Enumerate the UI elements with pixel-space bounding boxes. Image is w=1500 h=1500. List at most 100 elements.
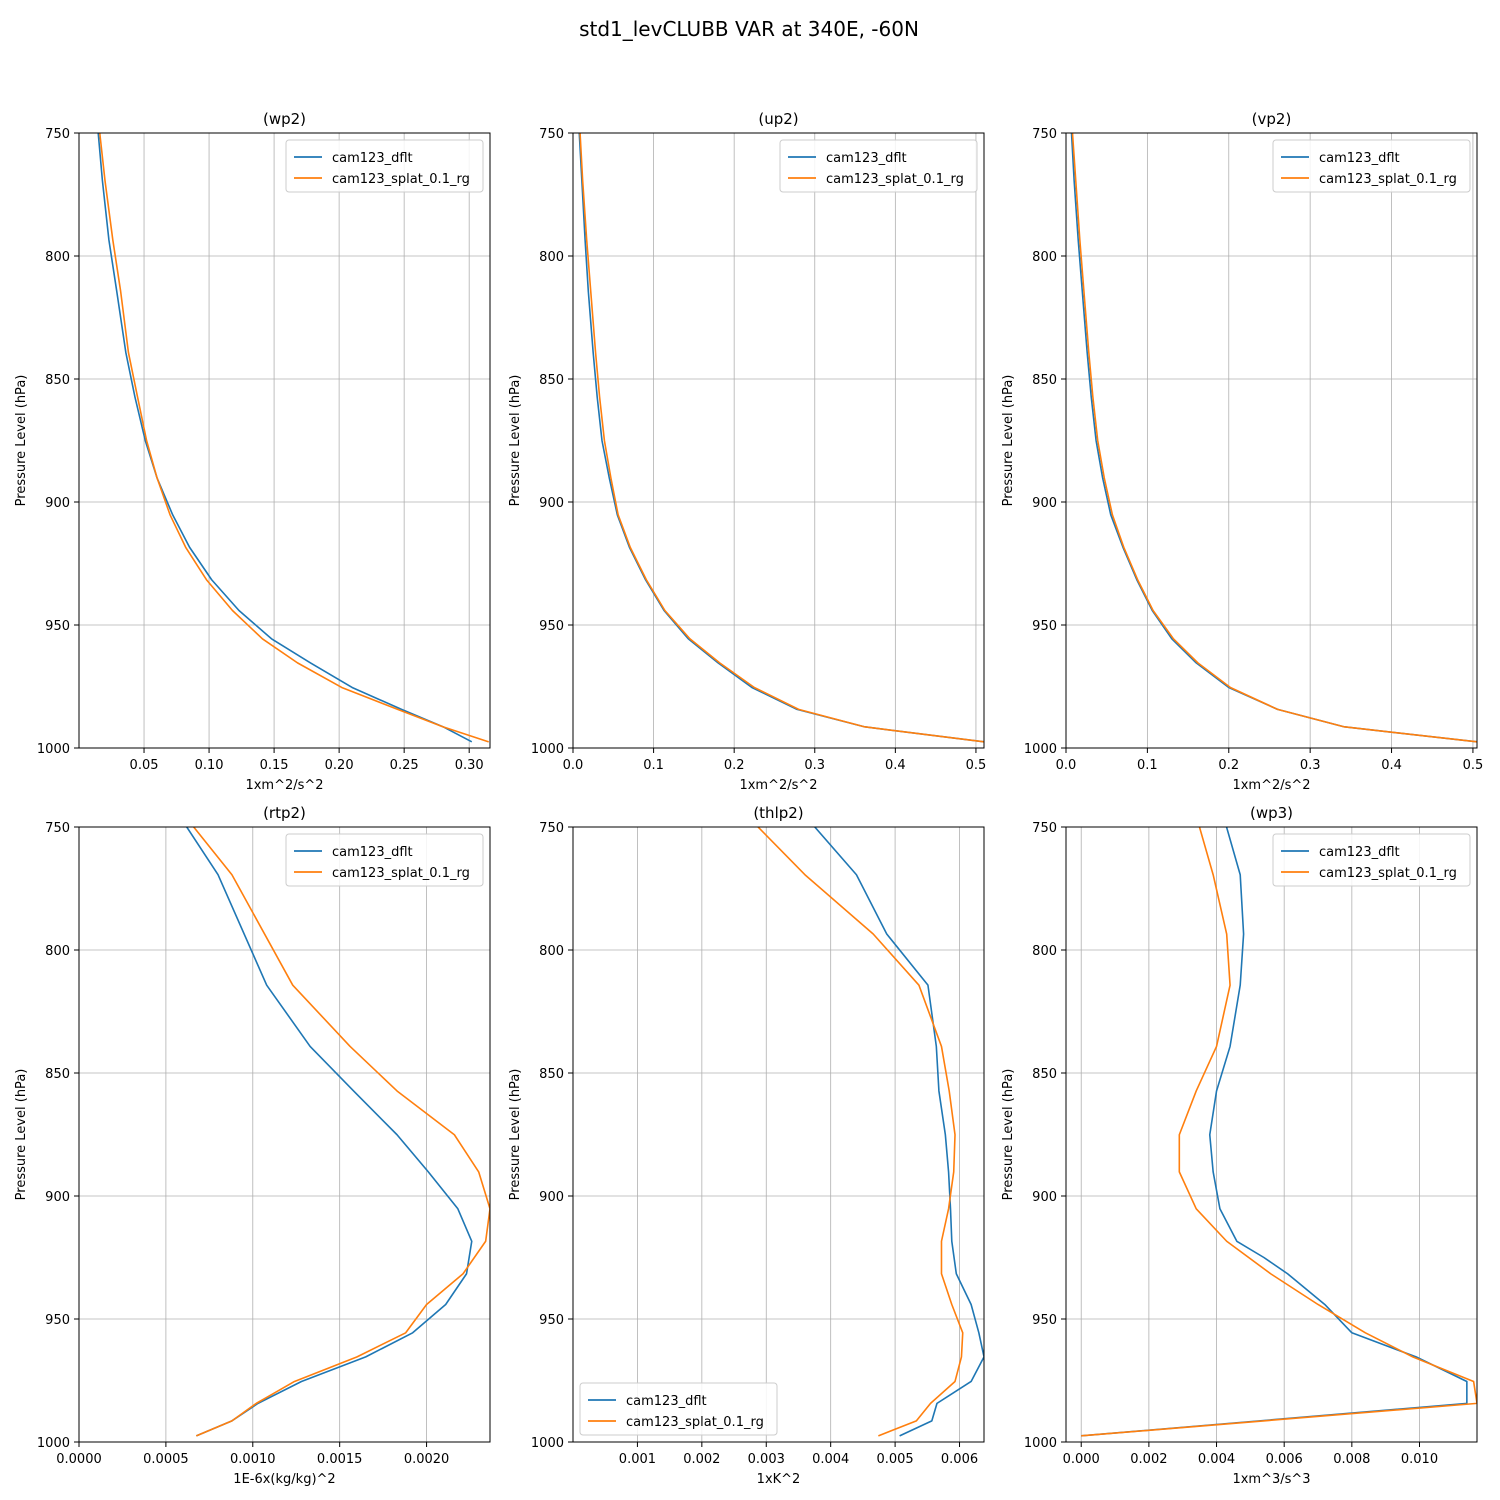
- y-tick-label: 1000: [1024, 1436, 1057, 1451]
- y-tick-label: 750: [539, 821, 564, 836]
- x-tick-label: 0.2: [1218, 758, 1239, 773]
- x-tick-label: 0.002: [683, 1452, 720, 1467]
- x-axis-label: 1xm^2/s^2: [1232, 778, 1310, 793]
- x-tick-label: 0.000: [1063, 1452, 1100, 1467]
- y-tick-label: 1000: [37, 742, 70, 757]
- x-tick-label: 0.05: [130, 758, 159, 773]
- series-line-cam123_splat_0.1_rg: [193, 827, 490, 1437]
- legend-label: cam123_splat_0.1_rg: [626, 1415, 764, 1430]
- x-tick-label: 0.5: [1463, 758, 1484, 773]
- legend-label: cam123_dflt: [332, 845, 413, 860]
- y-axis-label: Pressure Level (hPa): [508, 375, 523, 507]
- y-tick-label: 950: [1032, 1313, 1057, 1328]
- y-tick-label: 800: [539, 250, 564, 265]
- x-tick-label: 0.0000: [56, 1452, 102, 1467]
- legend: cam123_dflt cam123_splat_0.1_rg: [779, 139, 978, 193]
- x-axis-label: 1E-6x(kg/kg)^2: [233, 1472, 335, 1487]
- x-tick-label: 0.003: [748, 1452, 785, 1467]
- legend-label: cam123_dflt: [1319, 845, 1400, 860]
- x-tick-label: 0.004: [812, 1452, 849, 1467]
- y-axis-label: Pressure Level (hPa): [508, 1069, 523, 1201]
- y-tick-label: 850: [1032, 1067, 1057, 1082]
- subplot-rtp2: 0.0000 0.0005 0.0010 0.0015 0.0020 750 800 850 9…: [14, 804, 491, 1487]
- y-tick-label: 800: [45, 250, 70, 265]
- x-tick-label: 0.002: [1130, 1452, 1167, 1467]
- legend-label: cam123_splat_0.1_rg: [1319, 172, 1457, 187]
- y-tick-label: 950: [45, 1313, 70, 1328]
- y-tick-label: 750: [45, 821, 70, 836]
- x-axis-label: 1xm^2/s^2: [245, 778, 323, 793]
- subplot-wp2: 0.05 0.10 0.15 0.20 0.25 0.30 750 800 850 900 950 1…: [14, 110, 491, 793]
- legend: cam123_dflt cam123_splat_0.1_rg: [285, 139, 484, 193]
- y-axis-label: Pressure Level (hPa): [1001, 375, 1016, 507]
- legend-label: cam123_splat_0.1_rg: [332, 172, 470, 187]
- subplot-title: (wp2): [263, 110, 306, 128]
- x-tick-label: 0.4: [885, 758, 906, 773]
- y-tick-label: 750: [1032, 127, 1057, 142]
- y-tick-label: 900: [539, 1190, 564, 1205]
- series-line-cam123_splat_0.1_rg: [1071, 133, 1477, 743]
- x-tick-label: 0.0: [563, 758, 584, 773]
- y-tick-label: 900: [45, 496, 70, 511]
- x-tick-label: 0.15: [260, 758, 289, 773]
- x-tick-label: 0.006: [941, 1452, 978, 1467]
- y-axis-label: Pressure Level (hPa): [1001, 1069, 1016, 1201]
- legend-box: [285, 139, 484, 193]
- series-line-cam123_dflt: [97, 133, 473, 743]
- series-line-cam123_splat_0.1_rg: [98, 133, 489, 743]
- y-tick-label: 750: [1032, 821, 1057, 836]
- y-tick-label: 750: [539, 127, 564, 142]
- x-tick-label: 0.3: [804, 758, 825, 773]
- y-tick-label: 800: [1032, 250, 1057, 265]
- y-tick-label: 1000: [1024, 742, 1057, 757]
- y-tick-label: 900: [1032, 1190, 1057, 1205]
- x-tick-label: 0.3: [1300, 758, 1321, 773]
- y-tick-label: 850: [1032, 373, 1057, 388]
- figure-title: std1_levCLUBB VAR at 340E, -60N: [579, 17, 919, 41]
- legend: cam123_dflt cam123_splat_0.1_rg: [1272, 833, 1471, 887]
- x-tick-label: 0.25: [390, 758, 419, 773]
- y-tick-label: 800: [539, 944, 564, 959]
- subplot-up2: 0.0 0.1 0.2 0.3 0.4 0.5 750 800 850 900 950 1000 (up…: [508, 110, 986, 793]
- x-tick-label: 0.10: [195, 758, 224, 773]
- x-tick-label: 0.0005: [143, 1452, 189, 1467]
- x-tick-label: 0.0015: [317, 1452, 363, 1467]
- series-line-cam123_splat_0.1_rg: [579, 133, 984, 743]
- axes-frame: [572, 826, 985, 1443]
- subplot-title: (thlp2): [753, 804, 803, 822]
- legend: cam123_dflt cam123_splat_0.1_rg: [1272, 139, 1471, 193]
- legend-label: cam123_splat_0.1_rg: [332, 866, 470, 881]
- x-tick-label: 0.010: [1401, 1452, 1438, 1467]
- x-tick-label: 0.1: [643, 758, 664, 773]
- y-tick-label: 850: [45, 1067, 70, 1082]
- subplot-title: (vp2): [1252, 110, 1292, 128]
- x-tick-label: 0.30: [455, 758, 484, 773]
- y-tick-label: 1000: [37, 1436, 70, 1451]
- legend-box: [1272, 139, 1471, 193]
- legend-label: cam123_splat_0.1_rg: [826, 172, 964, 187]
- series-line-cam123_splat_0.1_rg: [1081, 827, 1477, 1437]
- axes-frame: [78, 826, 491, 1443]
- x-tick-label: 0.4: [1381, 758, 1402, 773]
- y-tick-label: 900: [45, 1190, 70, 1205]
- y-tick-label: 850: [539, 1067, 564, 1082]
- y-tick-label: 1000: [531, 1436, 564, 1451]
- series-line-cam123_dflt: [186, 827, 473, 1437]
- x-axis-label: 1xK^2: [757, 1472, 801, 1487]
- x-tick-label: 0.0010: [230, 1452, 276, 1467]
- legend-box: [1272, 833, 1471, 887]
- y-axis-label: Pressure Level (hPa): [14, 375, 29, 507]
- legend-box: [579, 1382, 778, 1436]
- x-tick-label: 0.1: [1137, 758, 1158, 773]
- x-tick-label: 0.001: [619, 1452, 656, 1467]
- x-tick-label: 0.005: [876, 1452, 913, 1467]
- x-tick-label: 0.008: [1333, 1452, 1370, 1467]
- series-line-cam123_splat_0.1_rg: [756, 827, 964, 1437]
- subplot-title: (rtp2): [263, 804, 306, 822]
- subplot-thlp2: 0.001 0.002 0.003 0.004 0.005 0.006 750 800 850 9…: [508, 804, 985, 1487]
- x-axis-label: 1xm^3/s^3: [1232, 1472, 1310, 1487]
- y-axis-label: Pressure Level (hPa): [14, 1069, 29, 1201]
- x-tick-label: 0.5: [966, 758, 987, 773]
- legend-box: [285, 833, 484, 887]
- y-tick-label: 950: [45, 619, 70, 634]
